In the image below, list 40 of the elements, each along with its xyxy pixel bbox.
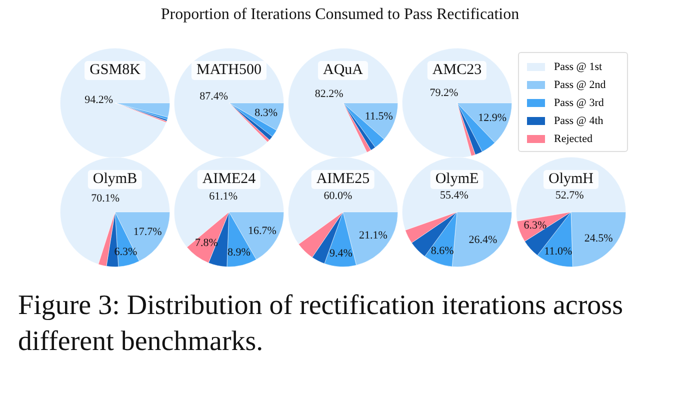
data-label: 12.9% (478, 112, 506, 124)
data-label: 82.2% (314, 88, 344, 100)
data-label: 8.6% (430, 244, 454, 257)
data-label: 9.4% (329, 248, 352, 260)
data-label: 26.4% (468, 234, 498, 246)
data-label: 7.8% (194, 236, 218, 249)
text: AIME25 (311, 170, 375, 189)
data-label: 52.7% (555, 189, 584, 202)
text: AIME24 (197, 170, 261, 189)
data-label: 61.1% (209, 190, 238, 202)
data-label: 55.4% (440, 190, 468, 202)
data-label: 94.2% (84, 94, 114, 106)
data-label: 11.0% (544, 246, 572, 258)
data-label: 17.7% (133, 226, 162, 238)
legend-label: Pass @ 4th (554, 115, 604, 127)
text: Proportion of Iterations Consumed to Pass Rectification (160, 6, 520, 24)
text: GSM8K (84, 61, 146, 80)
legend-label: Pass @ 2nd (554, 79, 606, 91)
data-label: 8.9% (228, 246, 250, 258)
data-label: 16.7% (248, 225, 276, 238)
text: OlymB (88, 170, 142, 189)
data-label: 6.3% (524, 220, 547, 232)
data-label: 21.1% (359, 230, 388, 242)
caption: Figure 3: Distribution of rectification iterations across different benchmarks. (18, 289, 624, 359)
text: OlymH (544, 170, 598, 189)
data-label: 6.3% (114, 246, 138, 258)
data-label: 24.5% (584, 232, 613, 245)
text: OlymE (430, 170, 484, 189)
data-label: 8.3% (254, 106, 278, 119)
data-label: 87.4% (200, 90, 228, 103)
legend-label: Pass @ 1st (554, 61, 602, 73)
data-label: 11.5% (364, 110, 393, 122)
data-label: 79.2% (430, 86, 458, 99)
text: MATH500 (191, 61, 267, 80)
legend-label: Pass @ 3rd (554, 97, 604, 109)
legend-label: Rejected (554, 133, 592, 145)
data-label: 60.0% (324, 190, 352, 202)
text: AMC23 (427, 61, 487, 80)
data-label: 70.1% (91, 192, 120, 205)
text: AQuA (318, 61, 368, 80)
